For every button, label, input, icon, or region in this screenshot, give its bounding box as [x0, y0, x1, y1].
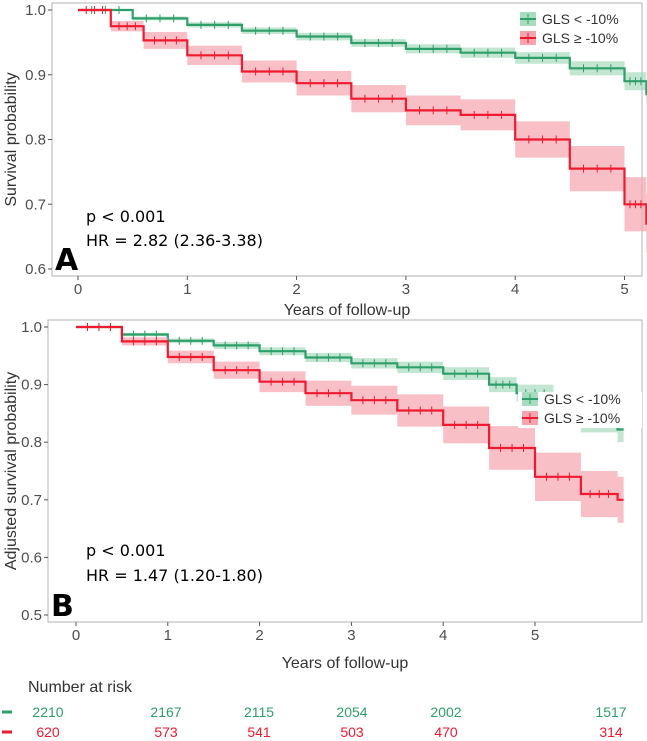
y-tick-label: 0.9 — [25, 67, 46, 84]
y-tick-label: 0.6 — [25, 261, 46, 278]
legend-label-green: GLS < -10% — [544, 391, 621, 407]
chart-panel-a: 0.6 0.7 0.8 0.9 1.0 0 1 2 3 4 5 Years of follow-up S… — [3, 2, 647, 319]
hazard-ratio-annotation: HR = 1.47 (1.20-1.80) — [86, 566, 263, 585]
hazard-ratio-annotation: HR = 2.82 (2.36-3.38) — [86, 231, 263, 250]
y-tick-label: 0.8 — [21, 434, 42, 451]
risk-count: 2054 — [336, 704, 367, 720]
risk-count: 314 — [599, 724, 623, 740]
y-tick-label: 1.0 — [25, 2, 46, 19]
x-tick-label: 3 — [402, 281, 410, 298]
legend-label-green: GLS < -10% — [542, 11, 619, 27]
x-axis-title: Years of follow-up — [282, 655, 409, 672]
x-tick-label: 0 — [72, 627, 80, 644]
x-tick-label: 4 — [511, 281, 519, 298]
y-tick-label: 1.0 — [21, 319, 42, 336]
legend-label-red: GLS ≥ -10% — [544, 410, 620, 426]
risk-count: 2115 — [244, 704, 274, 720]
risk-count: 1517 — [595, 704, 626, 720]
y-axis-title: Survival probability — [3, 72, 20, 206]
x-tick-label: 1 — [183, 281, 191, 298]
legend-label-red: GLS ≥ -10% — [542, 30, 618, 46]
risk-count: 2002 — [430, 704, 461, 720]
figure: 0.6 0.7 0.8 0.9 1.0 0 1 2 3 4 5 Years of follow-up S… — [0, 0, 647, 741]
y-tick-label: 0.7 — [21, 492, 42, 509]
x-tick-label: 0 — [74, 281, 82, 298]
chart-panel-b: 0.5 0.6 0.7 0.8 0.9 1.0 0 1 2 3 4 5 Years of follow-… — [3, 319, 642, 672]
x-tick-label: 5 — [620, 281, 628, 298]
risk-table-title: Number at risk — [28, 679, 133, 696]
risk-count: 2210 — [32, 704, 63, 720]
risk-count: 541 — [247, 724, 271, 740]
x-tick-label: 5 — [531, 627, 539, 644]
x-axis-title: Years of follow-up — [284, 302, 411, 319]
y-tick-label: 0.6 — [21, 549, 42, 566]
risk-count: 470 — [434, 724, 458, 740]
y-tick-label: 0.9 — [21, 377, 42, 394]
risk-count: 503 — [340, 724, 364, 740]
panel-letter: A — [55, 243, 79, 278]
p-value-annotation: p < 0.001 — [86, 541, 166, 560]
x-tick-label: 2 — [255, 627, 263, 644]
risk-count: 2167 — [150, 704, 181, 720]
y-axis-title: Adjusted survival probability — [3, 372, 20, 570]
panel-letter: B — [51, 589, 74, 624]
p-value-annotation: p < 0.001 — [86, 207, 166, 226]
risk-count: 620 — [36, 724, 60, 740]
x-tick-label: 1 — [164, 627, 172, 644]
y-tick-label: 0.5 — [21, 607, 42, 624]
x-tick-label: 2 — [292, 281, 300, 298]
y-tick-label: 0.7 — [25, 196, 46, 213]
risk-table: Number at risk 2210 2167 2115 2054 2002 1517 62… — [2, 679, 627, 740]
y-tick-label: 0.8 — [25, 132, 46, 149]
x-tick-label: 4 — [439, 627, 447, 644]
x-tick-label: 3 — [347, 627, 355, 644]
risk-count: 573 — [154, 724, 178, 740]
